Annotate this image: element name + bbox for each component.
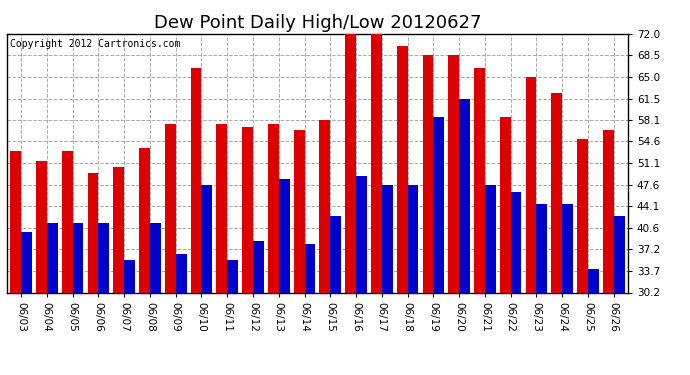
Bar [382, 185, 393, 292]
Bar [588, 269, 599, 292]
Bar [113, 167, 124, 292]
Bar [448, 56, 459, 292]
Bar [294, 130, 304, 292]
Bar [526, 77, 536, 292]
Bar [319, 120, 331, 292]
Bar [500, 117, 511, 292]
Bar [408, 185, 418, 292]
Bar [242, 127, 253, 292]
Bar [371, 34, 382, 292]
Bar [279, 179, 290, 292]
Bar [459, 99, 470, 292]
Bar [331, 216, 341, 292]
Bar [72, 222, 83, 292]
Bar [10, 152, 21, 292]
Bar [99, 222, 109, 292]
Bar [613, 216, 624, 292]
Bar [62, 152, 72, 292]
Bar [304, 244, 315, 292]
Bar [345, 34, 356, 292]
Bar [433, 117, 444, 292]
Bar [176, 254, 186, 292]
Bar [253, 241, 264, 292]
Bar [485, 185, 495, 292]
Bar [356, 176, 367, 292]
Bar [201, 185, 213, 292]
Bar [190, 68, 201, 292]
Bar [150, 222, 161, 292]
Bar [36, 160, 47, 292]
Text: Copyright 2012 Cartronics.com: Copyright 2012 Cartronics.com [10, 39, 180, 49]
Bar [227, 260, 238, 292]
Bar [217, 123, 227, 292]
Bar [422, 56, 433, 292]
Bar [139, 148, 150, 292]
Bar [577, 139, 588, 292]
Title: Dew Point Daily High/Low 20120627: Dew Point Daily High/Low 20120627 [154, 14, 481, 32]
Bar [268, 123, 279, 292]
Bar [397, 46, 408, 292]
Bar [165, 123, 176, 292]
Bar [551, 93, 562, 292]
Bar [88, 173, 99, 292]
Bar [124, 260, 135, 292]
Bar [21, 232, 32, 292]
Bar [511, 192, 522, 292]
Bar [47, 222, 58, 292]
Bar [562, 204, 573, 292]
Bar [474, 68, 485, 292]
Bar [603, 130, 613, 292]
Bar [536, 204, 547, 292]
